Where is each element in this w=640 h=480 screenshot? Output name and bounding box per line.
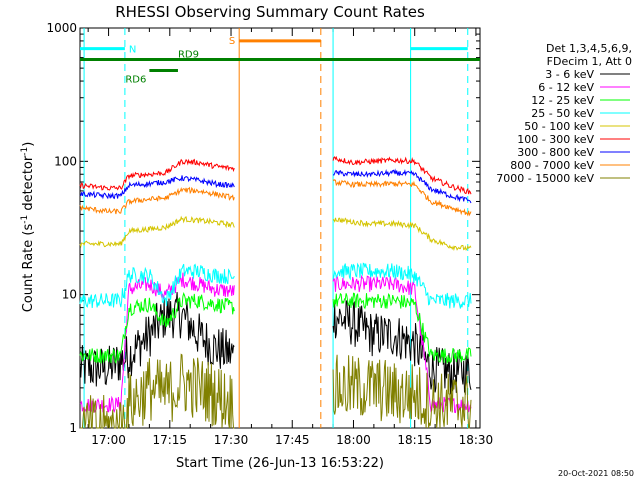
x-tick-label: 17:15: [152, 433, 187, 447]
annotation-label: RD9: [178, 50, 199, 61]
x-tick-label: 18:30: [459, 433, 494, 447]
series-line: [80, 353, 472, 429]
legend-entry-label: 12 - 25 keV: [531, 94, 594, 107]
legend-entry-label: 800 - 7000 keV: [510, 159, 594, 172]
legend-entry-label: 100 - 300 keV: [517, 133, 594, 146]
y-tick-label: 1000: [46, 21, 77, 35]
legend-header: FDecim 1, Att 0: [547, 55, 632, 68]
chart-title: RHESSI Observing Summary Count Rates: [115, 3, 425, 21]
plot-frame: [79, 27, 481, 429]
series-line: [79, 179, 472, 217]
plot-area: 1 10 100 1000 17:00 17:15 17:30 17:45 18:00 18:15…: [46, 21, 493, 447]
series-line: [79, 272, 472, 414]
legend-entry-label: 6 - 12 keV: [538, 81, 594, 94]
series-line: [79, 292, 472, 365]
annotation-label: S: [229, 36, 235, 47]
legend-entry-label: 7000 - 15000 keV: [496, 172, 594, 185]
legend: Det 1,3,4,5,6,9,FDecim 1, Att 03 - 6 keV…: [496, 42, 632, 185]
y-tick-label: 10: [62, 288, 77, 302]
x-tick-label: 17:00: [91, 433, 126, 447]
y-axis-label-exponent-2: -1: [20, 147, 30, 156]
x-tick-label: 17:45: [275, 433, 310, 447]
legend-entry-label: 300 - 800 keV: [517, 146, 594, 159]
y-axis-label-part-2: detector: [21, 155, 36, 215]
legend-entry-label: 50 - 100 keV: [524, 120, 594, 133]
y-axis-label-exponent-1: -1: [20, 215, 30, 224]
x-tick-label: 18:00: [336, 433, 371, 447]
x-tick-label: 18:15: [397, 433, 432, 447]
generation-timestamp: 20-Oct-2021 08:50: [558, 469, 634, 478]
y-axis-label-part-3: ): [21, 142, 36, 147]
x-tick-label: 17:30: [214, 433, 249, 447]
y-axis-label-part-1: Count Rate (s: [21, 224, 36, 313]
series-line: [79, 262, 472, 309]
annotation-label: RD6: [125, 75, 146, 86]
annotation-label: N: [129, 45, 136, 56]
y-tick-label: 1: [69, 421, 77, 435]
y-tick-label: 100: [54, 154, 77, 168]
series-line: [79, 215, 472, 252]
y-axis-label: Count Rate (s-1 detector-1): [20, 142, 36, 313]
series-line: [79, 168, 472, 204]
legend-entry-label: 3 - 6 keV: [545, 68, 594, 81]
legend-entry-label: 25 - 50 keV: [531, 107, 594, 120]
legend-header: Det 1,3,4,5,6,9,: [546, 42, 632, 55]
series-line: [79, 155, 472, 195]
x-axis-label: Start Time (26-Jun-13 16:53:22): [176, 456, 384, 471]
